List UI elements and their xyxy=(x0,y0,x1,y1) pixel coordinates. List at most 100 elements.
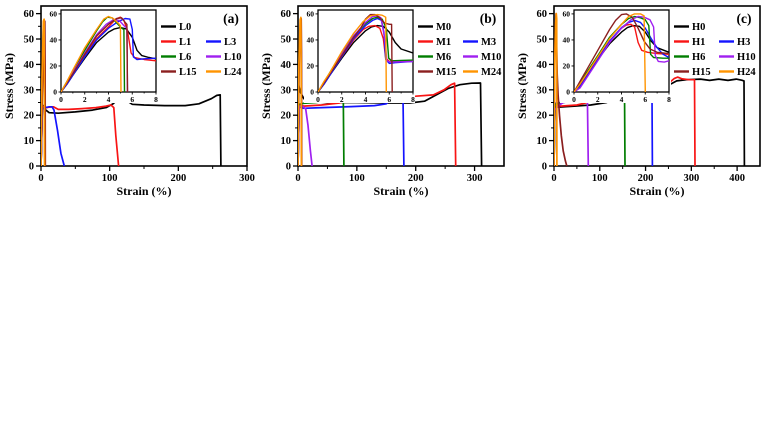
panel-label: (a) xyxy=(223,11,239,26)
elongation-bar-chart xyxy=(113,205,395,421)
x-tick-label: 200 xyxy=(638,173,654,184)
legend-item-L15: L15 xyxy=(161,67,197,78)
svg-text:6: 6 xyxy=(387,95,391,104)
y-axis-label: Stress (MPa) xyxy=(259,53,273,119)
series-L0 xyxy=(41,92,222,166)
x-tick-label: 100 xyxy=(592,173,608,184)
svg-text:8: 8 xyxy=(154,95,158,104)
inset-chart: 0 2 4 6 8 0 20 40 60 xyxy=(47,7,158,104)
legend-item-L6: L6 xyxy=(161,52,191,63)
inset-series-H15 xyxy=(574,13,669,92)
x-tick-label: 0 xyxy=(38,173,43,184)
inset-chart: 0 2 4 6 8 0 20 40 60 xyxy=(304,7,415,104)
legend-item-M1: M1 xyxy=(418,37,451,48)
svg-text:0: 0 xyxy=(310,88,314,97)
svg-text:6: 6 xyxy=(643,95,647,104)
legend-item-M10: M10 xyxy=(463,52,501,63)
series-M24 xyxy=(298,16,303,166)
legend-item-M24: M24 xyxy=(463,67,502,78)
stress-strain-chart-c: 0 100 200 300 400 0 10 20 30 40 50 60 Strain (%) Stre… xyxy=(514,0,768,205)
y-tick-label: 20 xyxy=(537,111,548,122)
svg-text:0: 0 xyxy=(566,88,570,97)
legend-item-L10: L10 xyxy=(206,52,242,63)
svg-text:H0: H0 xyxy=(692,22,705,33)
inset-series-H3 xyxy=(574,19,669,92)
x-tick-label: 0 xyxy=(551,173,556,184)
svg-text:M6: M6 xyxy=(436,52,451,63)
series-L24 xyxy=(41,18,46,166)
inset-series-H6 xyxy=(574,15,669,92)
y-axis-label: Stress (MPa) xyxy=(515,53,529,119)
series-H24 xyxy=(554,12,558,166)
svg-text:8: 8 xyxy=(411,95,415,104)
legend-item-H24: H24 xyxy=(719,67,756,78)
legend-item-H6: H6 xyxy=(674,52,705,63)
svg-text:40: 40 xyxy=(307,35,315,44)
y-tick-label: 40 xyxy=(281,60,292,71)
legend-item-M3: M3 xyxy=(463,37,496,48)
svg-text:40: 40 xyxy=(563,35,571,44)
x-tick-label: 300 xyxy=(683,173,699,184)
y-tick-label: 20 xyxy=(281,111,292,122)
panel-label: (b) xyxy=(480,11,497,26)
svg-text:L10: L10 xyxy=(224,52,242,63)
x-tick-label: 400 xyxy=(729,173,745,184)
legend-item-H15: H15 xyxy=(674,67,711,78)
svg-text:H10: H10 xyxy=(737,52,756,63)
inset-series-L3 xyxy=(61,17,156,92)
svg-text:8: 8 xyxy=(667,95,671,104)
y-tick-label: 60 xyxy=(537,9,548,20)
legend-item-L1: L1 xyxy=(161,37,191,48)
y-tick-label: 20 xyxy=(24,111,35,122)
inset-series-H10 xyxy=(574,15,669,92)
inset-chart: 0 2 4 6 8 0 20 40 60 xyxy=(560,7,671,104)
y-tick-label: 10 xyxy=(537,136,548,147)
legend-item-M15: M15 xyxy=(418,67,456,78)
y-tick-label: 0 xyxy=(542,162,547,173)
svg-text:40: 40 xyxy=(50,35,58,44)
x-axis-label: Strain (%) xyxy=(374,184,429,198)
svg-text:20: 20 xyxy=(563,61,571,70)
y-tick-label: 60 xyxy=(281,9,292,20)
y-tick-label: 40 xyxy=(537,60,548,71)
y-tick-label: 50 xyxy=(281,35,292,46)
tensile-strength-bar-chart xyxy=(395,205,687,421)
y-tick-label: 60 xyxy=(24,9,35,20)
x-tick-label: 300 xyxy=(239,173,255,184)
svg-text:H3: H3 xyxy=(737,37,750,48)
svg-text:H24: H24 xyxy=(737,67,756,78)
y-tick-label: 10 xyxy=(24,136,35,147)
y-tick-label: 0 xyxy=(29,162,34,173)
svg-text:0: 0 xyxy=(53,88,57,97)
x-axis-label: Strain (%) xyxy=(117,184,172,198)
inset-series-L15 xyxy=(61,17,129,92)
stress-strain-chart-a: 0 100 200 300 0 10 20 30 40 50 60 Strain (%) Stress … xyxy=(1,0,255,205)
inset-series-M24 xyxy=(318,13,387,92)
svg-text:M24: M24 xyxy=(481,67,502,78)
series-L3 xyxy=(41,105,66,166)
svg-text:4: 4 xyxy=(620,95,624,104)
series-M10 xyxy=(298,105,313,166)
svg-text:M0: M0 xyxy=(436,22,451,33)
x-tick-label: 100 xyxy=(349,173,365,184)
svg-text:60: 60 xyxy=(563,9,571,18)
svg-text:H1: H1 xyxy=(692,37,705,48)
inset-series-H24 xyxy=(574,13,646,92)
svg-text:L3: L3 xyxy=(224,37,236,48)
svg-text:0: 0 xyxy=(316,95,320,104)
svg-text:60: 60 xyxy=(307,9,315,18)
series-L1 xyxy=(41,104,120,166)
legend-item-L24: L24 xyxy=(206,67,242,78)
svg-text:M10: M10 xyxy=(481,52,501,63)
y-tick-label: 30 xyxy=(24,85,35,96)
x-tick-label: 100 xyxy=(102,173,118,184)
svg-text:M3: M3 xyxy=(481,37,496,48)
legend-item-H10: H10 xyxy=(719,52,756,63)
legend-item-H3: H3 xyxy=(719,37,750,48)
x-tick-label: 200 xyxy=(408,173,424,184)
svg-text:L15: L15 xyxy=(179,67,197,78)
svg-text:2: 2 xyxy=(596,95,600,104)
